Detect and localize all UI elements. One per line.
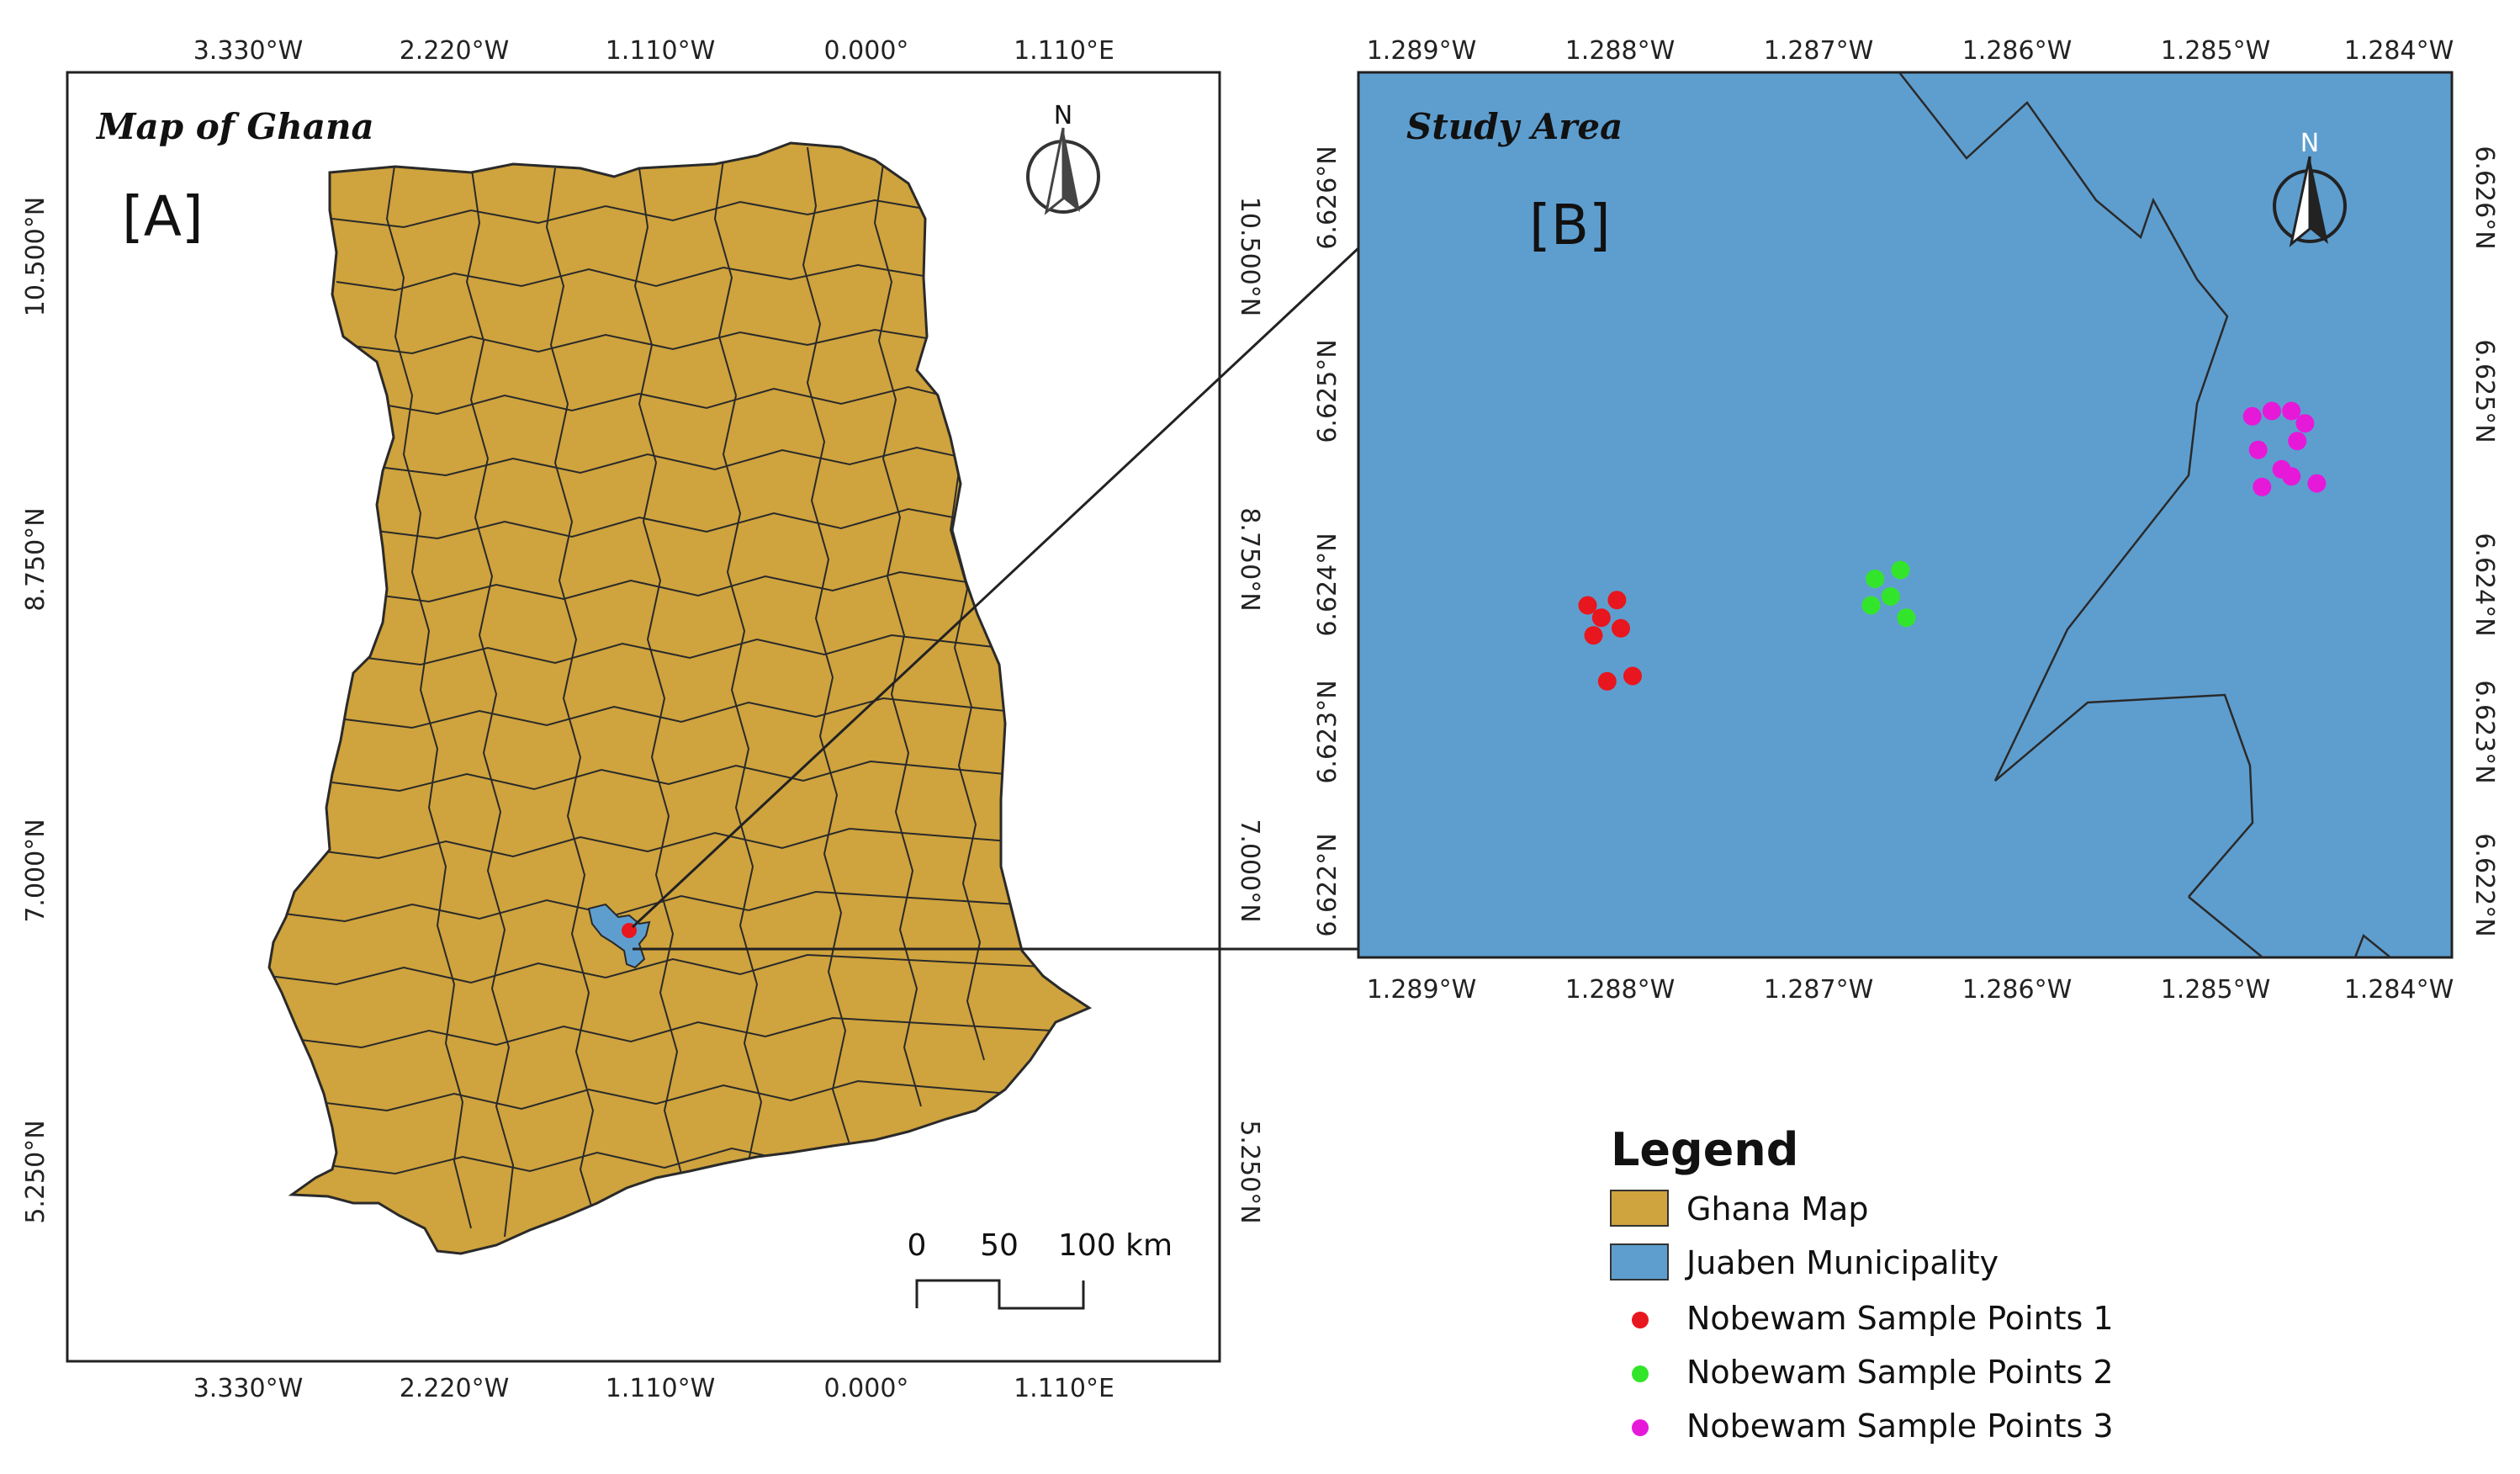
lat-tick: 6.626°N [1313, 146, 1342, 249]
lon-tick: 1.288°W [1565, 36, 1676, 66]
panel-b-title: Study Area [1406, 106, 1623, 147]
legend-item-label: Nobewam Sample Points 2 [1686, 1354, 2114, 1391]
lon-tick: 1.110°E [1014, 1374, 1114, 1403]
lon-tick: 1.289°W [1367, 975, 1477, 1005]
panel-a-title: Map of Ghana [95, 106, 374, 147]
legend: Legend Ghana Map Juaben Municipality Nob… [1610, 1123, 2114, 1445]
lat-tick: 8.750°N [21, 507, 50, 611]
lon-tick: 1.289°W [1367, 36, 1477, 66]
sample-point-group-1-point [1607, 591, 1627, 610]
lat-tick: 6.625°N [2470, 339, 2499, 443]
lon-tick: 1.284°W [2344, 975, 2454, 1005]
lat-tick: 6.624°N [2470, 533, 2499, 636]
lat-tick: 6.622°N [2470, 833, 2499, 936]
lat-tick: 6.623°N [2470, 680, 2499, 783]
sample-point-group-3-point [2307, 474, 2327, 493]
sample-point-group-3-point [2242, 406, 2262, 426]
sample-point-group-3-point [2282, 467, 2301, 486]
ghana-country-outline [267, 141, 1093, 1255]
lat-tick: 6.625°N [1313, 339, 1342, 443]
lat-tick: 8.750°N [1235, 507, 1264, 611]
north-arrow-icon: N [2273, 129, 2347, 247]
panel-a: Map of Ghana [A] N 0 50 100 km 3.330°W 2… [21, 36, 1264, 1403]
sample-point-group-2-point [1866, 570, 1885, 588]
lon-tick: 1.287°W [1764, 975, 1874, 1005]
lat-tick: 7.000°N [21, 819, 50, 922]
sample-point-group-2-point [1881, 587, 1900, 606]
lat-tick: 5.250°N [1235, 1120, 1264, 1223]
sample-point-group-3-point [2248, 440, 2268, 459]
sample-point-group-3-point [2282, 401, 2301, 421]
municipality-boundary-line [2188, 896, 2263, 958]
legend-swatch-juaben [1610, 1243, 1669, 1280]
scale-bar-label-50: 50 [980, 1228, 1019, 1263]
panel-b-frame [1357, 71, 2454, 959]
lon-tick: 2.220°W [400, 36, 510, 66]
panel-b: Study Area [B] N 1.289°W 1.288°W 1.287°W… [1313, 36, 2499, 1005]
legend-dot-points-3 [1632, 1419, 1649, 1436]
scale-bar: 0 50 100 km [908, 1228, 1173, 1310]
sample-point-group-2-point [1891, 560, 1910, 580]
sample-point-group-1-point [1612, 618, 1630, 638]
lat-tick: 6.624°N [1313, 533, 1342, 636]
legend-item-label: Juaben Municipality [1685, 1244, 1999, 1281]
lon-tick: 0.000° [824, 1374, 909, 1403]
lat-tick: 6.622°N [1313, 833, 1342, 936]
zoom-connector-lines [631, 247, 1360, 951]
sample-point-group-1-point [1578, 596, 1597, 615]
lon-tick: 1.286°W [1962, 975, 2073, 1005]
legend-dot-points-1 [1632, 1312, 1649, 1328]
lat-tick: 10.500°N [1235, 197, 1264, 316]
lat-tick: 10.500°N [21, 197, 50, 316]
sample-point-group-3-point [2295, 414, 2315, 433]
legend-item-label: Ghana Map [1686, 1190, 1868, 1227]
sample-point-group-1-point [1597, 671, 1617, 691]
lon-tick: 2.220°W [400, 1374, 510, 1403]
svg-text:N: N [1054, 101, 1072, 130]
legend-swatch-ghana [1610, 1190, 1669, 1227]
sample-point-group-3-point [2288, 432, 2307, 451]
lat-tick: 7.000°N [1235, 819, 1264, 922]
north-arrow-icon: N [1026, 101, 1100, 215]
legend-item-label: Nobewam Sample Points 1 [1686, 1300, 2114, 1337]
legend-item-label: Nobewam Sample Points 3 [1686, 1408, 2114, 1445]
municipality-boundary-line [1898, 72, 2254, 898]
lon-tick: 1.110°W [606, 1374, 716, 1403]
lon-tick: 3.330°W [193, 36, 304, 66]
lon-tick: 1.285°W [2161, 975, 2271, 1005]
panel-a-ticks: 3.330°W 2.220°W 1.110°W 0.000° 1.110°E 3… [21, 36, 1264, 1403]
sample-point-group-1-point [1584, 626, 1603, 645]
legend-dot-points-2 [1632, 1365, 1649, 1382]
sample-point-group-3-point [2253, 477, 2272, 496]
scale-bar-label-100: 100 km [1058, 1228, 1173, 1263]
lat-tick: 5.250°N [21, 1120, 50, 1223]
svg-text:N: N [2300, 129, 2319, 158]
lat-tick: 6.626°N [2470, 146, 2499, 249]
sample-point-group-2-point [1861, 596, 1881, 615]
lon-tick: 3.330°W [193, 1374, 304, 1403]
lon-tick: 1.285°W [2161, 36, 2271, 66]
lon-tick: 1.286°W [1962, 36, 2073, 66]
lon-tick: 1.287°W [1764, 36, 1874, 66]
lon-tick: 1.110°W [606, 36, 716, 66]
legend-title: Legend [1611, 1123, 1798, 1176]
panel-a-tag: [A] [122, 184, 204, 249]
lon-tick: 1.110°E [1014, 36, 1114, 66]
scale-bar-label-0: 0 [908, 1228, 927, 1263]
sample-point-group-1-point [1623, 666, 1642, 686]
lat-tick: 6.623°N [1313, 680, 1342, 783]
sample-point-group-1-point [1591, 608, 1611, 628]
lon-tick: 1.288°W [1565, 975, 1676, 1005]
lon-tick: 0.000° [824, 36, 909, 66]
sample-point-group-2-point [1897, 608, 1916, 628]
sample-points-layer [1578, 401, 2327, 691]
municipality-boundary-line [2353, 933, 2391, 958]
panel-b-tag: [B] [1529, 193, 1611, 257]
lon-tick: 1.284°W [2344, 36, 2454, 66]
panel-b-ticks: 1.289°W 1.288°W 1.287°W 1.286°W 1.285°W … [1313, 36, 2499, 1005]
juaben-municipality-area [587, 903, 651, 969]
sample-point-group-3-point [2262, 401, 2281, 421]
